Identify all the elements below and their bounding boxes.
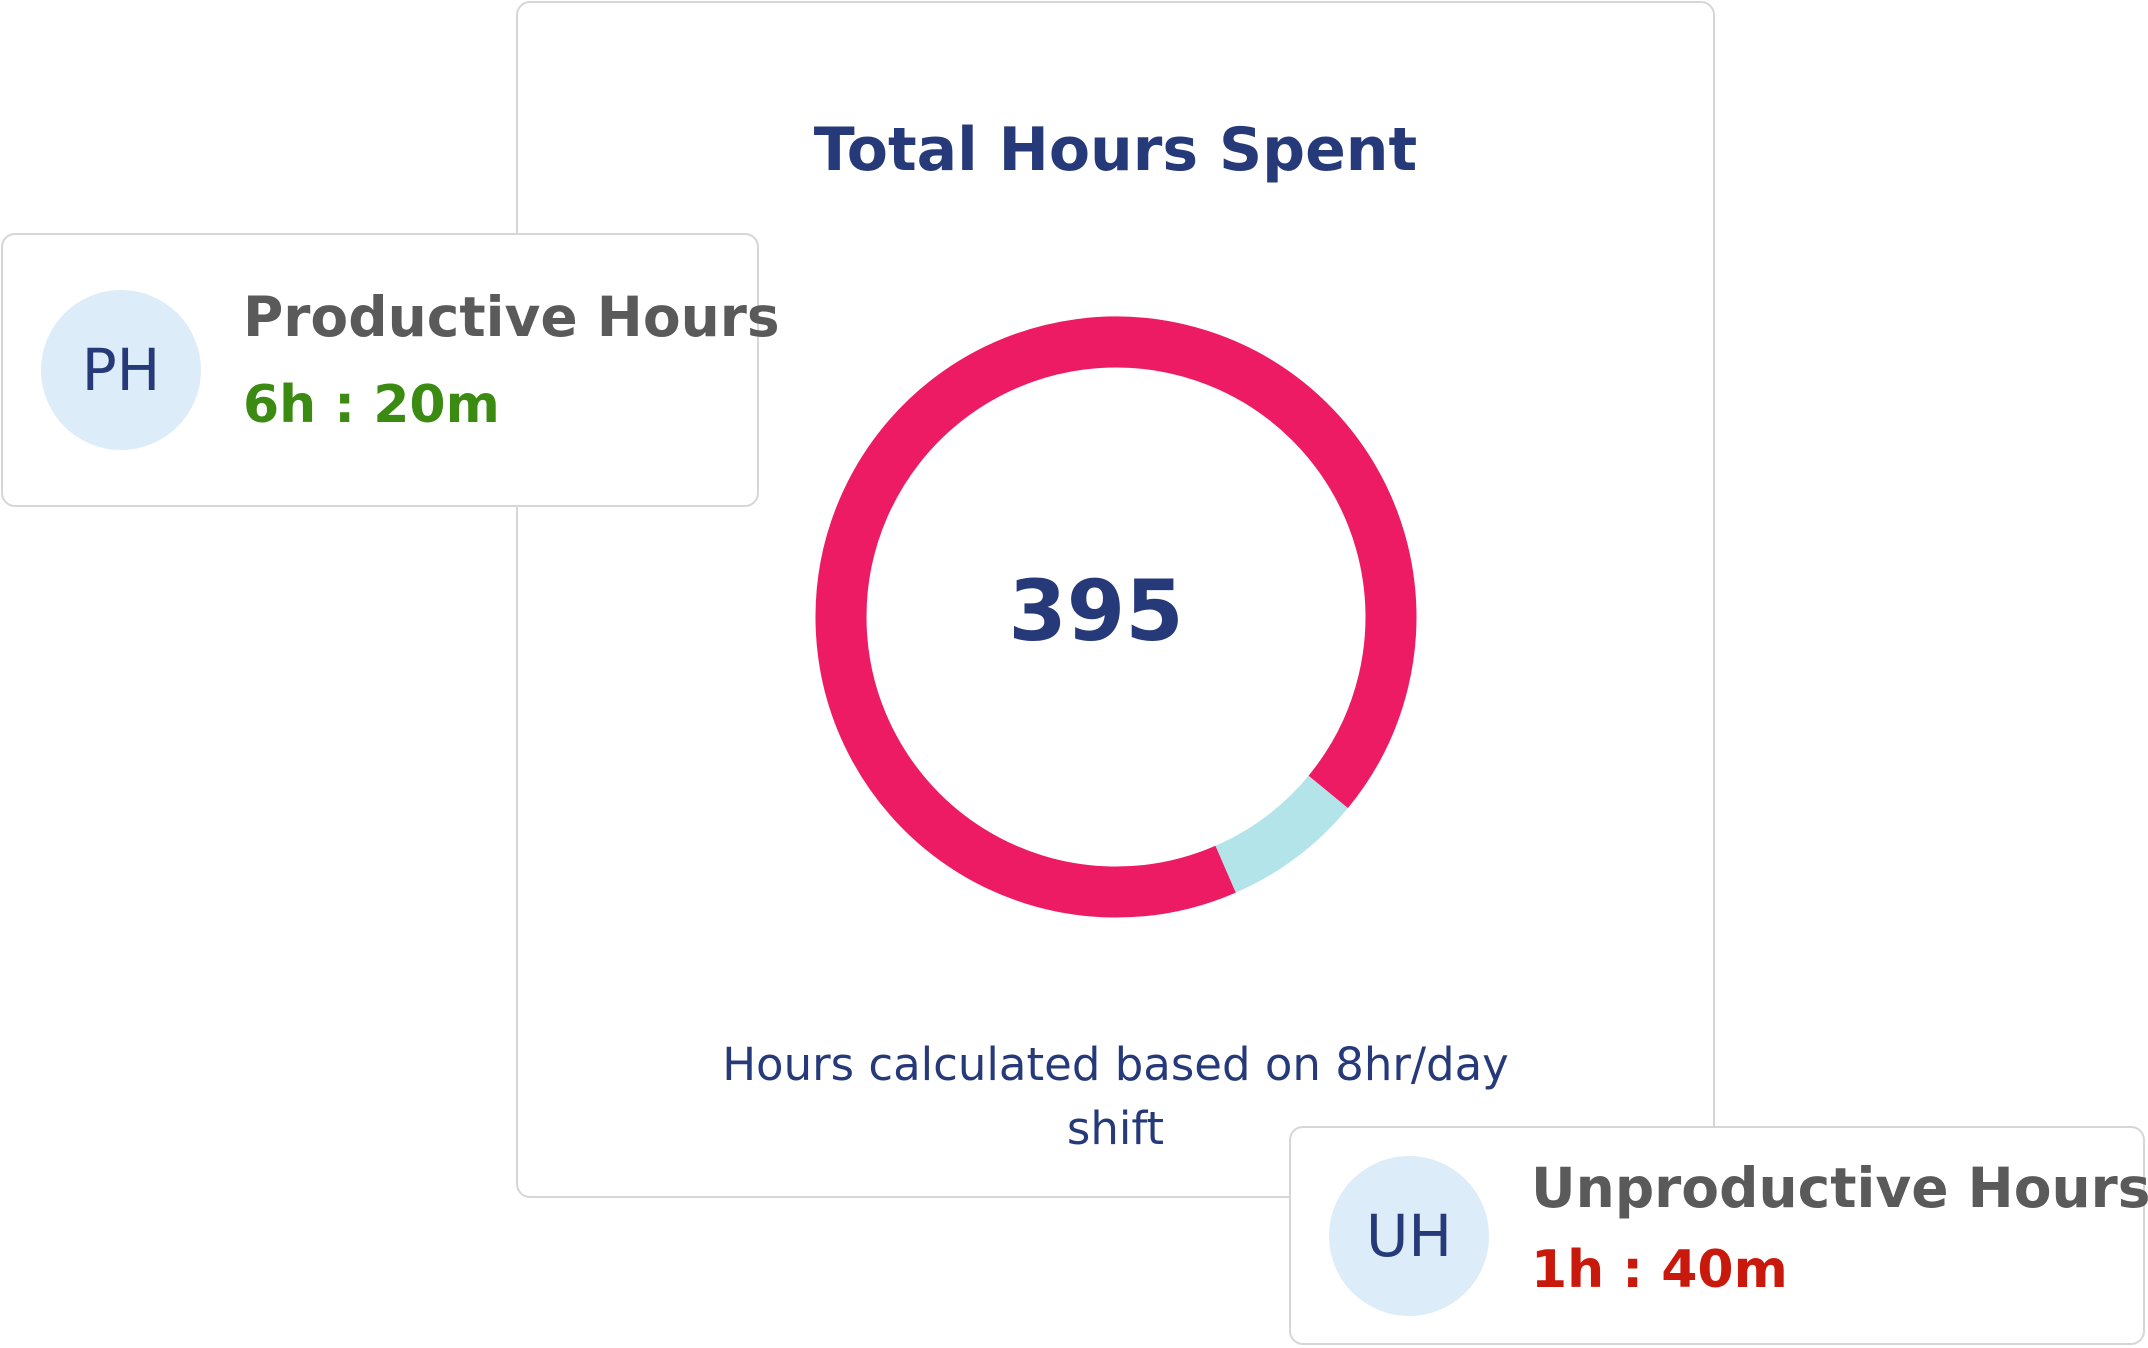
unproductive-card: UH Unproductive Hours 1h : 40m [1289,1126,2148,1345]
card-title: Total Hours Spent [813,115,1418,185]
donut-segment [815,316,1417,918]
card-value: 1h : 40m [1531,1240,1788,1300]
donut-chart: 395 [815,316,1417,918]
footnote: Hours calculated based on 8hr/day shift [722,1038,1509,1155]
card-label: Productive Hours [243,285,780,349]
donut-segment [1215,775,1348,893]
avatar: PH [41,290,201,450]
card-value: 6h : 20m [243,375,500,435]
avatar: UH [1329,1156,1489,1316]
center-value: 395 [1008,562,1183,660]
productive-card: PH Productive Hours 6h : 20m [1,233,780,507]
total-hours-card: Total Hours Spent 395 Hours calculated b… [516,1,1715,1198]
card-label: Unproductive Hours [1531,1156,2148,1220]
